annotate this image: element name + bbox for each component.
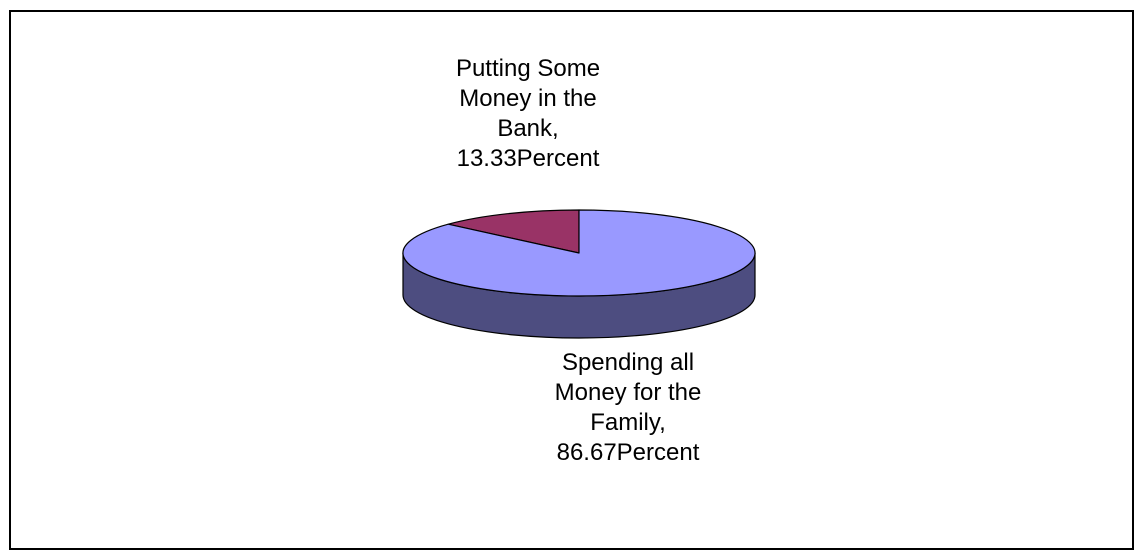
data-label-family: Spending all Money for the Family, 86.67… [503,348,753,468]
data-label-family-line-1: Spending all [561,349,695,376]
data-label-bank-line-3: Bank, [497,115,559,142]
data-label-bank-line-2: Money in the [459,85,597,112]
pie-chart [402,209,756,339]
pie-slice-1 [402,209,756,297]
data-label-bank: Putting Some Money in the Bank, 13.33Per… [408,54,648,174]
data-label-bank-line-1: Putting Some [455,55,601,82]
data-label-bank-line-4: 13.33Percent [456,145,600,172]
pie-slice-0 [447,209,580,254]
data-label-family-line-3: Family, [590,409,666,436]
data-label-family-line-2: Money for the [554,379,702,406]
data-label-family-line-4: 86.67Percent [556,439,700,466]
